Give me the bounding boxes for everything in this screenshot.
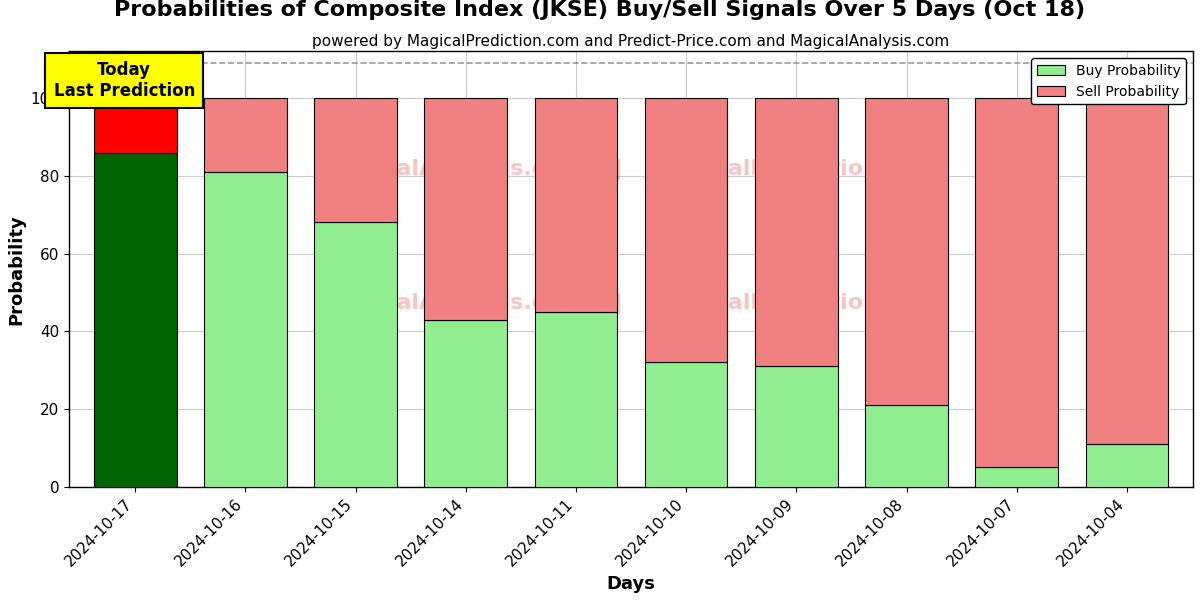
Bar (204, 172, 287, 487)
Bar (535, 312, 617, 487)
Bar (314, 98, 397, 223)
Bar (976, 467, 1058, 487)
Bar (755, 367, 838, 487)
Bar (755, 98, 838, 367)
Bar (94, 152, 176, 487)
Bar (644, 362, 727, 487)
Bar (94, 98, 176, 152)
Title: powered by MagicalPrediction.com and Predict-Price.com and MagicalAnalysis.com: powered by MagicalPrediction.com and Pre… (312, 34, 949, 49)
Text: MagicalAnalysis.com    |    MagicalPrediction.com: MagicalAnalysis.com | MagicalPrediction.… (307, 158, 955, 179)
Text: Today
Last Prediction: Today Last Prediction (54, 61, 194, 100)
Bar (976, 98, 1058, 467)
Legend: Buy Probability, Sell Probability: Buy Probability, Sell Probability (1031, 58, 1186, 104)
Bar (425, 320, 508, 487)
Bar (314, 223, 397, 487)
Text: MagicalAnalysis.com    |    MagicalPrediction.com: MagicalAnalysis.com | MagicalPrediction.… (307, 293, 955, 314)
Bar (644, 98, 727, 362)
Bar (1086, 444, 1169, 487)
Y-axis label: Probability: Probability (7, 214, 25, 325)
Text: Probabilities of Composite Index (JKSE) Buy/Sell Signals Over 5 Days (Oct 18): Probabilities of Composite Index (JKSE) … (114, 0, 1086, 20)
Bar (865, 405, 948, 487)
Bar (425, 98, 508, 320)
X-axis label: Days: Days (607, 575, 655, 593)
Bar (204, 98, 287, 172)
Bar (535, 98, 617, 312)
Bar (1086, 98, 1169, 444)
Bar (865, 98, 948, 405)
